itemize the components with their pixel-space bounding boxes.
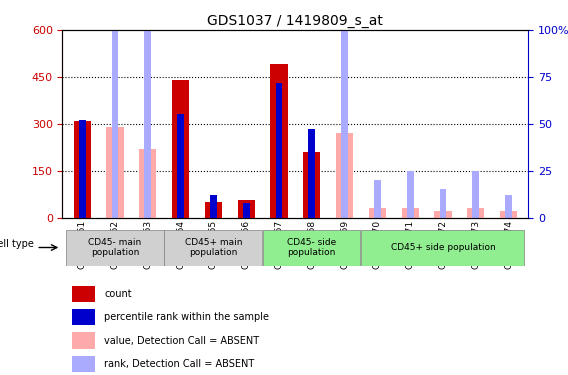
Bar	[369, 208, 386, 218]
Bar	[467, 208, 485, 218]
Text: CD45+ side population: CD45+ side population	[391, 243, 495, 252]
Bar	[275, 82, 282, 218]
Bar	[237, 200, 255, 217]
Bar	[204, 202, 222, 217]
Text: CD45- side
population: CD45- side population	[287, 238, 336, 257]
Bar	[336, 133, 353, 218]
Bar	[440, 189, 446, 217]
Bar	[72, 356, 95, 372]
Bar	[303, 152, 320, 217]
Bar	[270, 64, 287, 218]
Text: CD45+ main
population: CD45+ main population	[185, 238, 242, 257]
Text: count: count	[105, 289, 132, 299]
Bar	[79, 120, 86, 218]
Bar	[473, 171, 479, 217]
Bar	[72, 286, 95, 302]
Bar	[374, 180, 381, 218]
Bar	[407, 171, 414, 217]
Bar	[177, 114, 184, 218]
Text: rank, Detection Call = ABSENT: rank, Detection Call = ABSENT	[105, 359, 254, 369]
Bar	[341, 0, 348, 217]
Bar	[505, 195, 512, 217]
Bar	[139, 149, 156, 217]
Bar	[106, 127, 124, 218]
Bar	[72, 333, 95, 349]
FancyBboxPatch shape	[66, 230, 164, 266]
Bar	[210, 195, 217, 217]
Bar	[308, 129, 315, 218]
Bar	[172, 80, 189, 218]
Bar	[435, 211, 452, 217]
Title: GDS1037 / 1419809_s_at: GDS1037 / 1419809_s_at	[207, 13, 383, 28]
FancyBboxPatch shape	[262, 230, 360, 266]
FancyBboxPatch shape	[164, 230, 262, 266]
Bar	[72, 309, 95, 326]
Bar	[243, 202, 249, 217]
Bar	[73, 121, 91, 218]
Text: cell type: cell type	[0, 239, 35, 249]
Bar	[111, 0, 118, 217]
Text: percentile rank within the sample: percentile rank within the sample	[105, 312, 269, 322]
Bar	[500, 211, 517, 217]
Bar	[144, 0, 151, 217]
Text: value, Detection Call = ABSENT: value, Detection Call = ABSENT	[105, 336, 260, 346]
Bar	[402, 208, 419, 218]
Text: CD45- main
population: CD45- main population	[89, 238, 141, 257]
FancyBboxPatch shape	[361, 230, 524, 266]
